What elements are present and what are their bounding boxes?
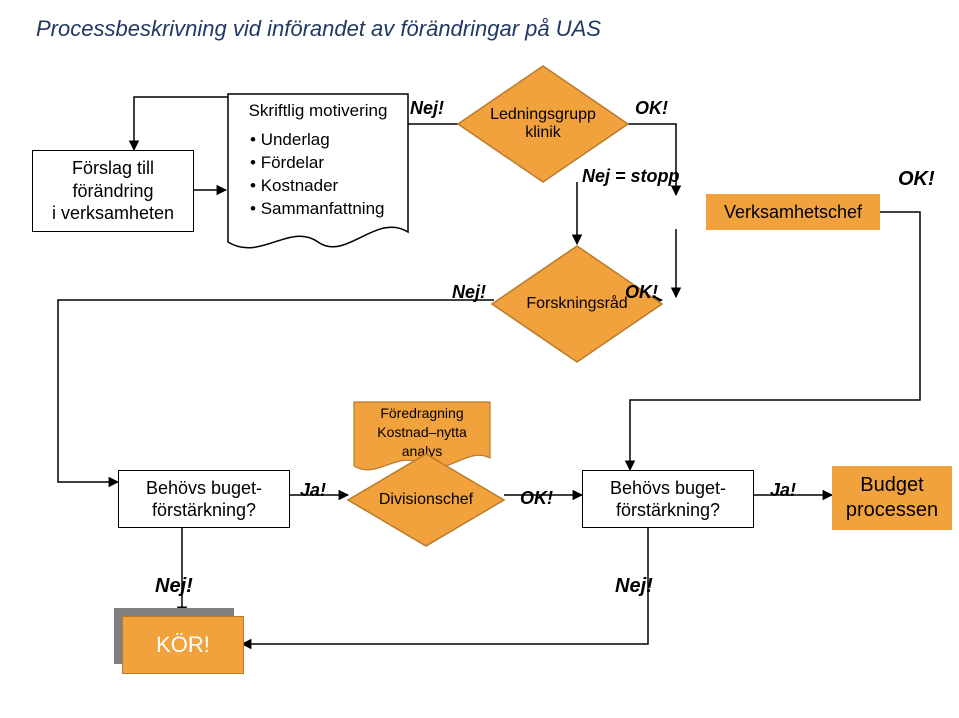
node-input-line: förändring (72, 181, 153, 201)
edge-label-ja2: Ja! (770, 480, 796, 501)
node-budget-q1: Behövs buget- förstärkning? (118, 470, 290, 528)
budgetproc-line: Budget (860, 474, 923, 496)
foredragning-line: Föredragning (380, 405, 463, 421)
node-verksamhetschef: Verksamhetschef (706, 194, 880, 230)
node-motivering: Skriftlig motivering Underlag Fördelar K… (226, 92, 410, 252)
edge-label-ok4: OK! (520, 488, 553, 509)
budget2-line: Behövs buget- (610, 478, 726, 498)
flowchart-stage: Processbeskrivning vid införandet av för… (0, 0, 959, 718)
node-kor: KÖR! (122, 616, 244, 674)
ledning-line: Ledningsgrupp (490, 106, 596, 123)
edge-label-ok2: OK! (898, 168, 935, 191)
motivering-item: Underlag (250, 129, 400, 152)
budgetproc-line: processen (846, 499, 938, 521)
edge-label-ok3: OK! (625, 282, 658, 303)
edge-label-ja1: Ja! (300, 480, 326, 501)
page-title: Processbeskrivning vid införandet av för… (36, 16, 601, 42)
division-text: Divisionschef (379, 491, 473, 509)
edge-label-nej1: Nej! (410, 98, 444, 119)
node-input-line: i verksamheten (52, 203, 174, 223)
node-forskningsrad: Forskningsråd (490, 244, 664, 364)
node-input-line: Förslag till (72, 158, 154, 178)
motivering-item: Sammanfattning (250, 198, 400, 221)
edge-label-nejstopp: Nej = stopp (582, 166, 680, 187)
motivering-item: Kostnader (250, 175, 400, 198)
edge-label-nej4: Nej! (615, 575, 653, 598)
node-budget-q2: Behövs buget- förstärkning? (582, 470, 754, 528)
motivering-item: Fördelar (250, 152, 400, 175)
budget1-line: förstärkning? (152, 500, 256, 520)
edge-label-ok1: OK! (635, 98, 668, 119)
edge-label-nej2: Nej! (452, 282, 486, 303)
edge-label-nej3: Nej! (155, 575, 193, 598)
budget2-line: förstärkning? (616, 500, 720, 520)
node-budgetprocessen: Budget processen (832, 466, 952, 530)
budget1-line: Behövs buget- (146, 478, 262, 498)
foredragning-line: Kostnad–nytta (377, 424, 467, 440)
node-input: Förslag till förändring i verksamheten (32, 150, 194, 232)
node-divisionschef: Divisionschef (346, 452, 506, 548)
forskning-text: Forskningsråd (526, 295, 627, 313)
motivering-heading: Skriftlig motivering (236, 100, 400, 123)
ledning-line: klinik (525, 124, 561, 141)
